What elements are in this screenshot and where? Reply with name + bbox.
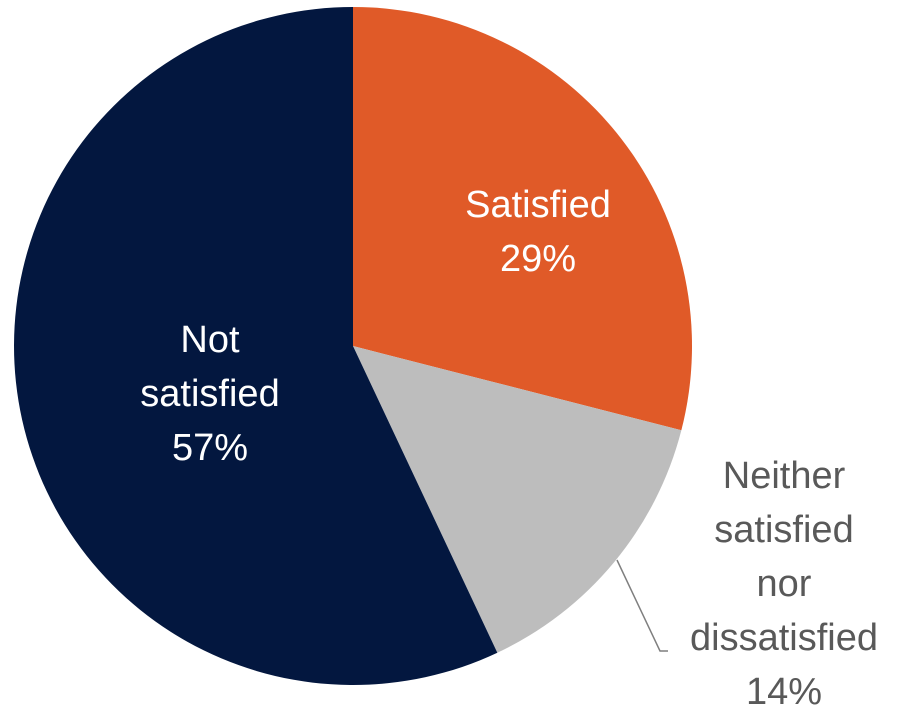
slice-name-label: Not xyxy=(180,319,240,361)
slice-name-label: satisfied xyxy=(140,373,279,415)
slice-name-label: satisfied xyxy=(714,509,853,551)
slice-not-satisfied xyxy=(14,7,498,685)
slice-value-label: 14% xyxy=(746,671,822,710)
label-satisfied: Satisfied 29% xyxy=(465,184,611,280)
slice-name-label: Satisfied xyxy=(465,184,611,226)
label-not-satisfied: Not satisfied 57% xyxy=(140,319,279,469)
slice-name-label: nor xyxy=(757,563,812,605)
slice-labels: Satisfied 29% Neither satisfied nor dissatisf… xyxy=(140,184,878,710)
slice-neither xyxy=(353,346,682,653)
slice-value-label: 57% xyxy=(172,427,248,469)
pie-slices xyxy=(14,7,693,685)
slice-name-label: Neither xyxy=(723,455,846,497)
slice-value-label: 29% xyxy=(500,238,576,280)
slice-name-label: dissatisfied xyxy=(690,617,878,659)
slice-satisfied xyxy=(353,7,693,431)
leader-line-neither xyxy=(616,559,668,652)
label-neither: Neither satisfied nor dissatisfied 14% xyxy=(690,455,878,710)
leader-lines xyxy=(616,559,668,652)
